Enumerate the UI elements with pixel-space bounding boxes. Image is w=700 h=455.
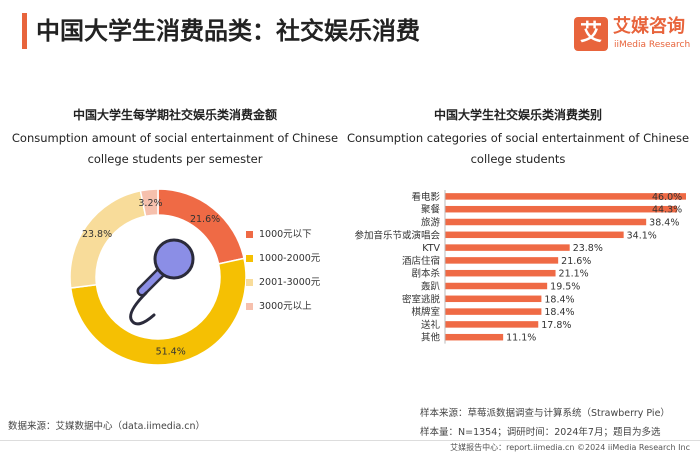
legend-label: 1000元以下 (259, 229, 312, 240)
footer-divider (0, 440, 700, 441)
bar-category-label: 其他 (421, 332, 441, 344)
bar-value-label: 18.4% (544, 307, 574, 318)
logo-cn-text: 艾媒咨询 (613, 16, 685, 37)
donut-value-label: 23.8% (82, 229, 112, 240)
bar (445, 321, 539, 328)
bar (445, 269, 556, 277)
logo: 艾 艾媒咨询 iiMedia Research (574, 16, 692, 55)
bar-chart-title: 中国大学生社交娱乐类消费类别 (433, 108, 602, 122)
bar (445, 257, 559, 264)
bar-value-label: 17.8% (541, 320, 571, 331)
legend-label: 3000元以上 (259, 301, 312, 312)
microphone-icon (129, 238, 195, 326)
bar-value-label: 21.6% (561, 256, 591, 267)
bar-value-label: 11.1% (506, 333, 536, 344)
donut-chart: 21.6% 51.4% 23.8% 3.2% (69, 188, 247, 366)
bar-category-label: 酒店住宿 (402, 255, 440, 267)
bar (445, 218, 647, 226)
bar-category-label: 旅游 (421, 217, 441, 229)
donut-chart-title: 中国大学生每学期社交娱乐类消费金额 (72, 108, 277, 122)
bar-category-label: 剧本杀 (411, 268, 440, 280)
bar (445, 205, 678, 213)
bar-chart-header: 中国大学生社交娱乐类消费类别 Consumption categories of… (343, 106, 693, 170)
bar-category-label: KTV (422, 243, 440, 254)
bar-value-label: 21.1% (559, 269, 589, 280)
donut-labels: 21.6% 51.4% 23.8% 3.2% (82, 198, 220, 358)
legend-swatch (246, 279, 253, 286)
bar-value-label: 44.3% (652, 205, 682, 216)
sample-size-note: 样本量：N=1354；调研时间：2024年7月；题目为多选 (420, 427, 661, 438)
bar (445, 193, 686, 200)
bar-category-label: 密室逃脱 (402, 293, 441, 305)
bar-value-label: 19.5% (550, 282, 580, 293)
bar-value-label: 38.4% (649, 218, 679, 229)
bar-chart-subtitle: Consumption categories of social enterta… (346, 131, 690, 166)
bar-value-label: 18.4% (544, 294, 574, 305)
bar (445, 244, 570, 251)
data-source: 数据来源：艾媒数据中心（data.iimedia.cn） (8, 421, 206, 432)
donut-chart-subtitle: Consumption amount of social entertainme… (11, 131, 339, 166)
bar (445, 308, 542, 315)
bar-category-label: 送礼 (421, 319, 441, 331)
legend-label: 2001-3000元 (259, 277, 321, 288)
legend-swatch (246, 231, 253, 238)
bar-value-label: 46.0% (652, 192, 682, 203)
bar-category-label: 轰趴 (421, 281, 441, 293)
donut-value-label: 51.4% (156, 346, 186, 357)
donut-slice (69, 257, 247, 366)
bar-category-label: 看电影 (411, 191, 440, 203)
bar-chart: 看电影 46.0% 聚餐 44.3% 旅游 38.4% 参加音乐节或演唱会 34.1% KTV 2… (354, 190, 686, 344)
donut-chart-header: 中国大学生每学期社交娱乐类消费金额 Consumption amount of … (10, 106, 340, 170)
bar-value-label: 23.8% (573, 243, 603, 254)
bar-category-label: 棋牌室 (411, 306, 440, 318)
logo-en-text: iiMedia Research (614, 40, 691, 50)
donut-slices (69, 188, 247, 366)
footer: 艾媒报告中心：report.iimedia.cn ©2024 iiMedia R… (450, 443, 690, 452)
bar (445, 282, 548, 290)
bar (445, 231, 624, 239)
legend-swatch (246, 255, 253, 262)
bar-value-label: 34.1% (627, 230, 657, 241)
page-title: 中国大学生消费品类：社交娱乐消费 (36, 17, 420, 45)
donut-slice (139, 188, 159, 218)
donut-value-label: 3.2% (138, 198, 162, 209)
bar (445, 295, 542, 303)
bar (445, 333, 504, 341)
bar-category-label: 参加音乐节或演唱会 (354, 229, 440, 241)
donut-value-label: 21.6% (190, 214, 220, 225)
title-accent-bar (22, 13, 27, 49)
legend-swatch (246, 303, 253, 310)
bar-category-label: 聚餐 (421, 204, 441, 216)
logo-mark: 艾 (574, 17, 608, 51)
sample-source-note: 样本来源：草莓派数据调查与计算系统（Strawberry Pie） (420, 408, 670, 419)
legend-label: 1000-2000元 (259, 253, 321, 264)
